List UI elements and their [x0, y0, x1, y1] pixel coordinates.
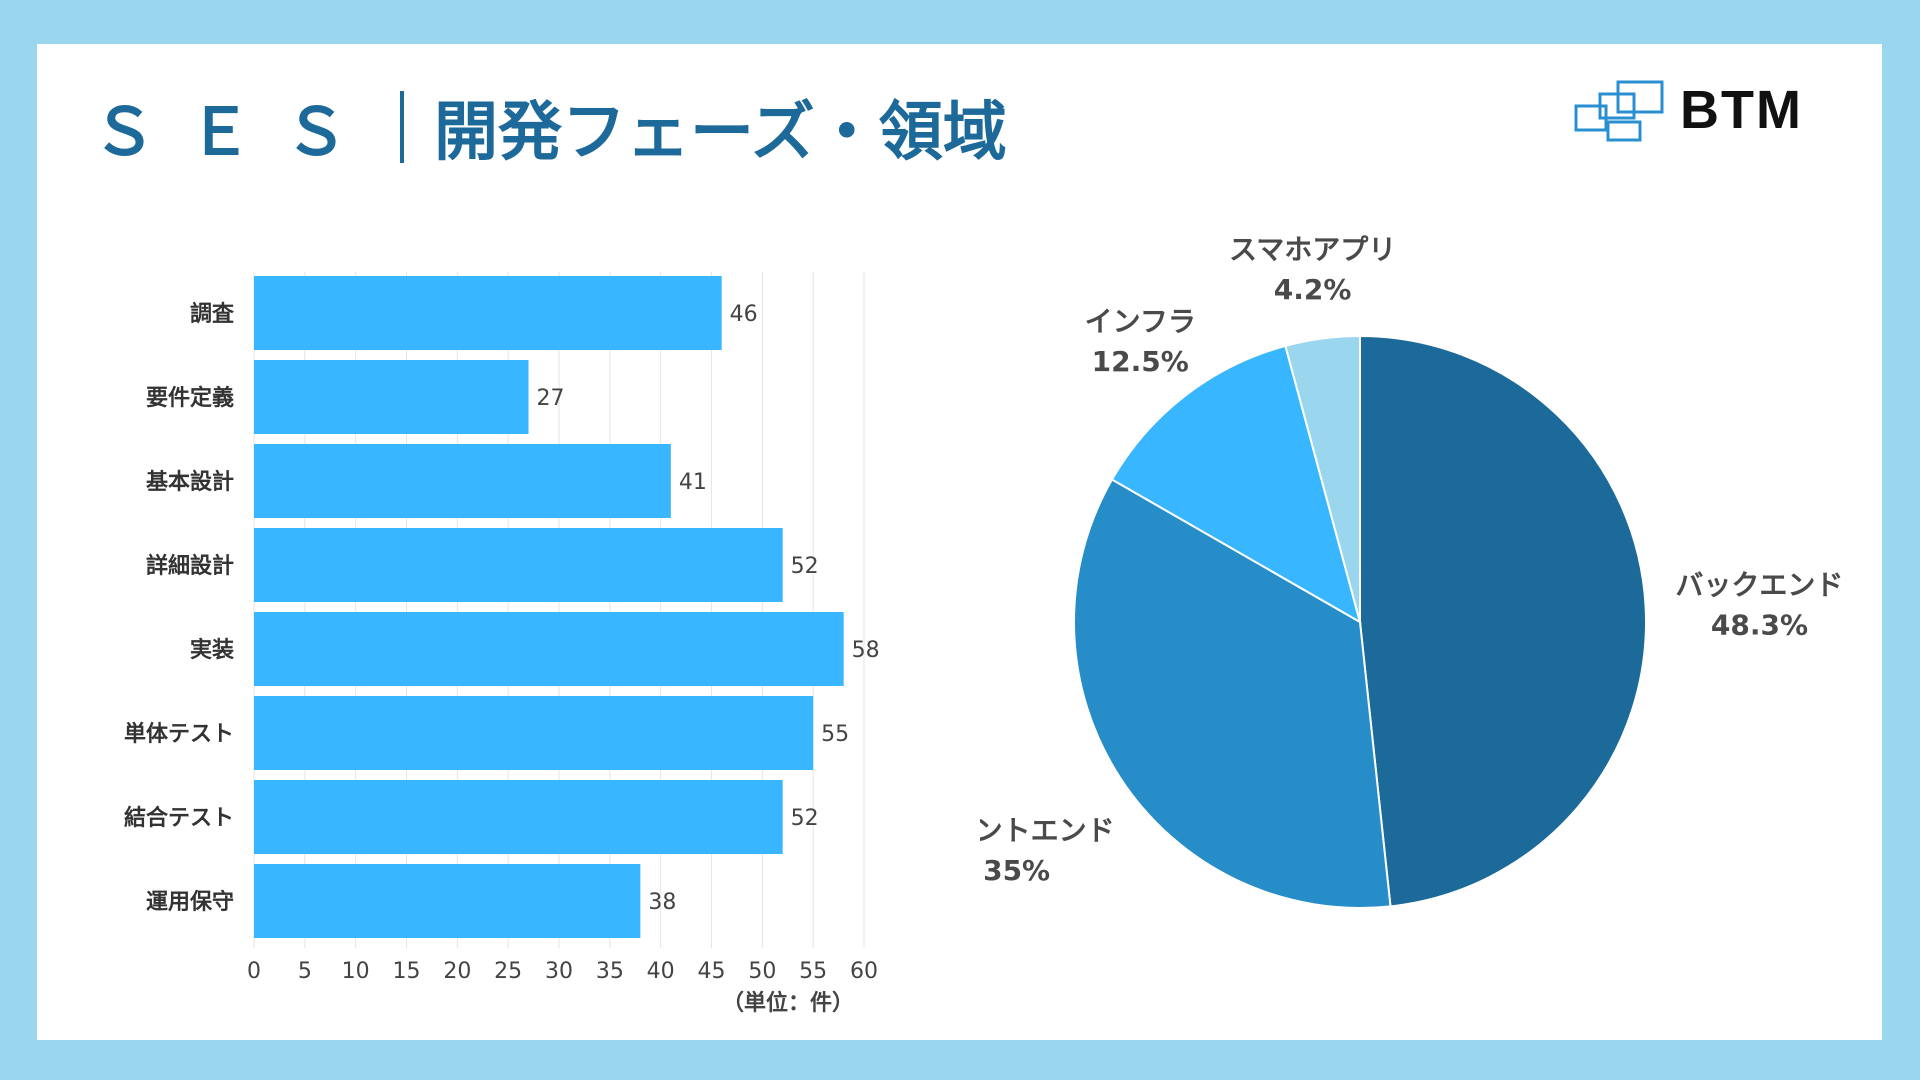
title-main: 開発フェーズ・領域: [434, 96, 1007, 170]
bar-value-label: 55: [821, 722, 849, 747]
slice-value-label: 4.2%: [1274, 273, 1352, 306]
bar-value-label: 52: [791, 806, 819, 831]
pie-slice: [1110, 344, 1362, 625]
bar: [254, 780, 783, 854]
x-tick-label: 40: [647, 959, 675, 984]
x-tick-label: 0: [247, 959, 261, 984]
bar: [254, 360, 529, 434]
unit-label: （単位：件）: [722, 990, 854, 1016]
x-tick-label: 45: [698, 959, 726, 984]
category-label: 運用保守: [146, 889, 234, 915]
bar: [254, 528, 783, 602]
pie-slice: [1359, 334, 1647, 908]
brand-logo: BTM: [1572, 74, 1803, 146]
x-tick-label: 5: [298, 959, 312, 984]
bar-value-label: 46: [730, 302, 758, 327]
category-label: 単体テスト: [124, 721, 234, 747]
pie-chart: バックエンド 48.3% フロントエンド 35% インフラ 12.5% スマホアプリ 4.2%: [980, 233, 1843, 909]
x-tick-label: 35: [596, 959, 624, 984]
slice-value-label: 35%: [983, 854, 1050, 887]
slice-label: バックエンド: [1675, 569, 1843, 602]
brand-name: BTM: [1680, 80, 1803, 140]
page-title: ＳＥＳ 開発フェーズ・領域: [92, 72, 1007, 182]
slice-value-label: 48.3%: [1711, 609, 1808, 642]
category-label: 基本設計: [146, 469, 234, 495]
bar: [254, 696, 814, 770]
title-prefix: ＳＥＳ: [92, 96, 380, 170]
x-tick-label: 30: [545, 959, 573, 984]
category-label: 詳細設計: [146, 553, 234, 579]
x-tick-label: 50: [748, 959, 776, 984]
bar-value-label: 27: [537, 386, 565, 411]
category-label: 実装: [190, 637, 234, 663]
x-tick-label: 55: [799, 959, 827, 984]
bar-chart: 0 5 10 15 20 25 30 35 40 45 50 55 60 調査 46 要件定義 27 基本設計 41…: [124, 272, 880, 1016]
bar-value-label: 38: [648, 890, 676, 915]
x-tick-label: 10: [342, 959, 370, 984]
title-separator: [400, 91, 404, 163]
x-tick-label: 25: [494, 959, 522, 984]
bar-value-label: 52: [791, 554, 819, 579]
category-label: 要件定義: [146, 385, 234, 411]
bar-value-label: 58: [852, 638, 880, 663]
bar: [254, 444, 671, 518]
slice-label: スマホアプリ: [1229, 233, 1396, 266]
x-tick-label: 15: [393, 959, 421, 984]
x-tick-label: 60: [850, 959, 878, 984]
bar: [254, 276, 722, 350]
slice-label: インフラ: [1085, 305, 1196, 338]
category-label: 結合テスト: [124, 805, 234, 831]
bar-value-label: 41: [679, 470, 707, 495]
slice-label: フロントエンド: [980, 814, 1115, 847]
pie-slice: [1284, 334, 1361, 623]
bar: [254, 612, 844, 686]
x-tick-label: 20: [443, 959, 471, 984]
bar: [254, 864, 641, 938]
pie-slice: [1073, 478, 1392, 909]
category-label: 調査: [190, 301, 235, 327]
slice-value-label: 12.5%: [1092, 345, 1189, 378]
brand-mark-icon: [1574, 80, 1664, 142]
